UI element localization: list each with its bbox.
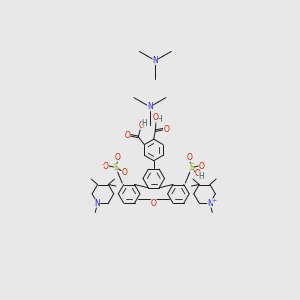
Text: N: N [207,199,213,208]
Text: S: S [114,163,118,172]
Text: H: H [156,116,162,124]
Text: O: O [163,125,169,134]
Text: O: O [124,131,130,140]
Text: +: + [211,198,216,203]
Text: O: O [187,153,193,162]
Text: O: O [195,169,201,178]
Text: O: O [122,168,128,177]
Text: O: O [153,113,159,122]
Text: H: H [199,172,204,181]
Text: O: O [199,161,204,170]
Text: H: H [142,118,147,127]
Text: N: N [95,199,100,208]
Text: N: N [152,56,158,65]
Text: N: N [147,102,153,111]
Text: S: S [189,163,194,172]
Text: O: O [151,199,157,208]
Text: O: O [138,121,144,130]
Text: O: O [103,161,109,170]
Text: -: - [102,162,104,167]
Text: O: O [115,153,121,162]
